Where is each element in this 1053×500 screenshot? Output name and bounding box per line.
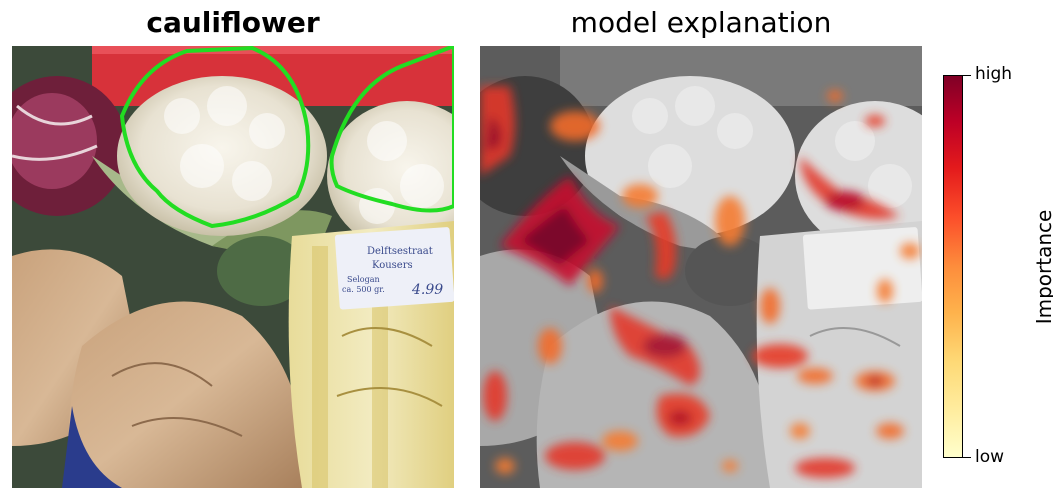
colorbar-tick-high: [963, 75, 971, 76]
explanation-heatmap: [480, 46, 922, 488]
package-label-line4: ca. 500 gr.: [342, 285, 385, 294]
package-price: 4.99: [411, 282, 443, 298]
colorbar-title: Importance: [1032, 209, 1053, 325]
colorbar-tick-low: [963, 457, 971, 458]
original-image: Delftsestraat Kousers Selogan ca. 500 gr…: [12, 46, 454, 488]
package-label-line2: Kousers: [372, 260, 413, 271]
importance-colorbar: [943, 75, 963, 458]
package-label-line1: Delftsestraat: [367, 246, 433, 257]
colorbar-high-label: high: [975, 64, 1013, 84]
image-title: cauliflower: [146, 6, 320, 39]
explanation-title: model explanation: [570, 6, 832, 39]
package-label-line3: Selogan: [347, 275, 380, 284]
colorbar-low-label: low: [975, 447, 1005, 467]
